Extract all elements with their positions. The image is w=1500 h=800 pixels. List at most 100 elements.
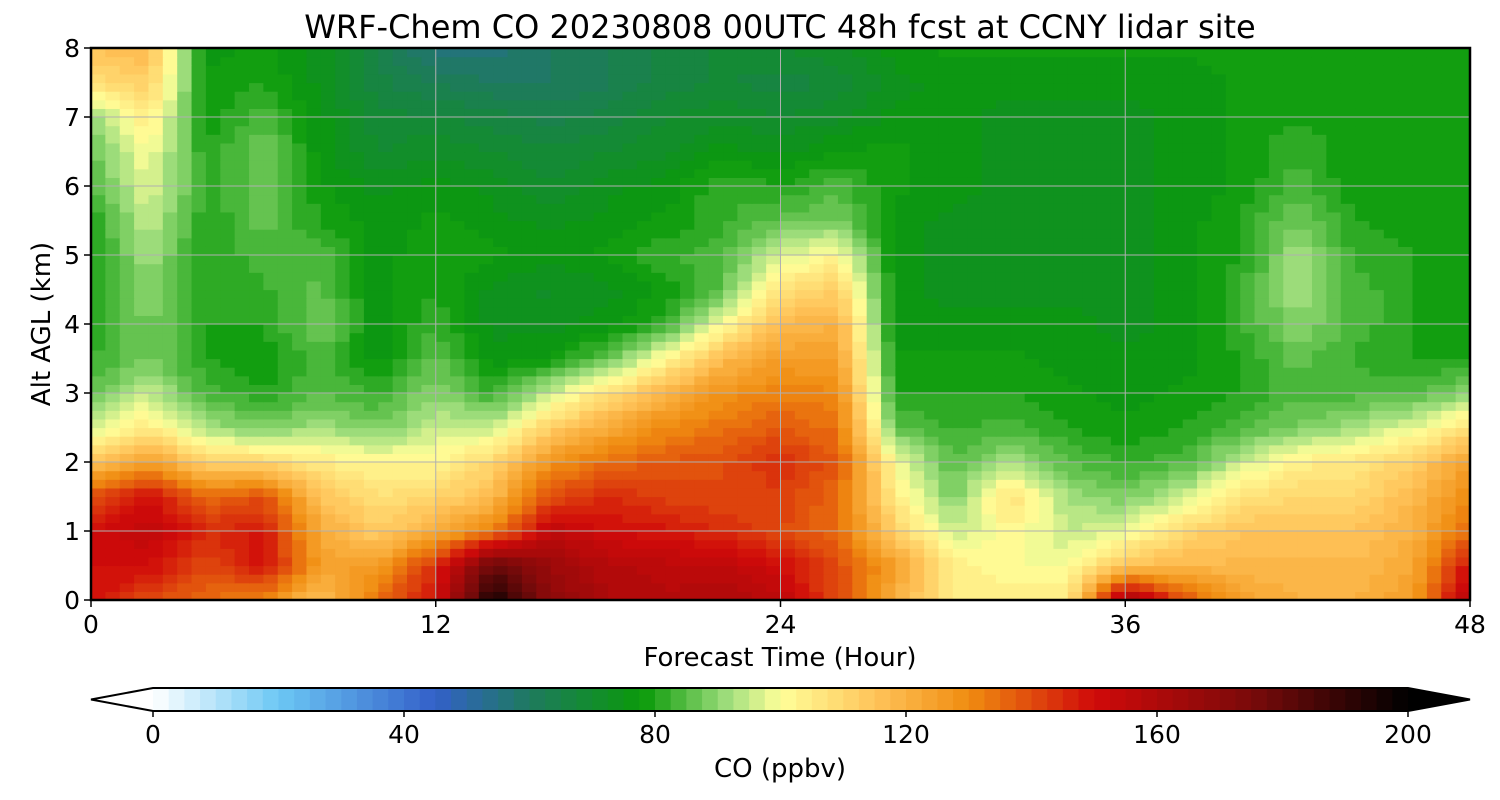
heatmap-cell xyxy=(723,418,738,429)
heatmap-cell xyxy=(967,151,983,161)
heatmap-cell xyxy=(234,306,250,316)
heatmap-cell xyxy=(1383,263,1399,273)
heatmap-cell xyxy=(1297,453,1313,463)
heatmap-cell xyxy=(1225,315,1241,325)
heatmap-cell xyxy=(263,237,279,247)
heatmap-cell xyxy=(608,341,624,351)
heatmap-cell xyxy=(608,393,624,403)
heatmap-cell xyxy=(349,272,365,282)
heatmap-cell xyxy=(134,513,150,523)
heatmap-cell xyxy=(636,548,652,558)
heatmap-cell xyxy=(263,453,279,463)
heatmap-cell xyxy=(148,496,164,506)
heatmap-cell xyxy=(220,565,236,575)
heatmap-cell xyxy=(593,487,609,498)
heatmap-cell xyxy=(608,237,624,247)
heatmap-cell xyxy=(1168,211,1184,222)
heatmap-cell xyxy=(1082,289,1098,299)
heatmap-cell xyxy=(162,401,178,411)
heatmap-cell xyxy=(924,255,940,265)
heatmap-cell xyxy=(521,358,537,368)
heatmap-cell xyxy=(521,470,537,480)
heatmap-cell xyxy=(91,142,106,153)
heatmap-cell xyxy=(866,289,882,299)
heatmap-cell xyxy=(1039,531,1055,541)
heatmap-cell xyxy=(852,358,868,368)
heatmap-cell xyxy=(134,470,150,480)
heatmap-cell xyxy=(435,332,451,342)
heatmap-cell xyxy=(421,393,437,403)
heatmap-cell xyxy=(665,505,681,515)
heatmap-cell xyxy=(1211,556,1227,567)
heatmap-cell xyxy=(881,574,897,584)
heatmap-cell xyxy=(177,160,193,170)
heatmap-cell xyxy=(119,151,135,161)
heatmap-cell xyxy=(981,341,997,351)
heatmap-cell xyxy=(392,487,408,498)
heatmap-cell xyxy=(292,255,308,265)
heatmap-cell xyxy=(780,289,796,299)
heatmap-cell xyxy=(1355,401,1371,411)
heatmap-cell xyxy=(1010,462,1026,472)
heatmap-cell xyxy=(679,444,695,454)
heatmap-cell xyxy=(220,263,236,273)
heatmap-cell xyxy=(837,453,853,463)
heatmap-cell xyxy=(363,289,379,299)
heatmap-cell xyxy=(536,298,552,308)
heatmap-cell xyxy=(119,565,135,575)
heatmap-cell xyxy=(292,591,308,600)
heatmap-cell xyxy=(277,393,293,403)
heatmap-cell xyxy=(981,470,997,480)
heatmap-cell xyxy=(507,574,523,584)
heatmap-cell xyxy=(205,229,221,239)
heatmap-cell xyxy=(708,177,724,187)
heatmap-cell xyxy=(550,522,566,532)
heatmap-cell xyxy=(881,160,897,170)
heatmap-cell xyxy=(105,237,121,247)
heatmap-cell xyxy=(579,246,595,256)
heatmap-cell xyxy=(809,574,825,584)
heatmap-cell xyxy=(1096,289,1112,299)
heatmap-cell xyxy=(1240,263,1256,273)
heatmap-cell xyxy=(493,367,509,377)
heatmap-cell xyxy=(1153,246,1169,256)
heatmap-cell xyxy=(1240,393,1256,403)
heatmap-cell xyxy=(1326,384,1342,394)
heatmap-cell xyxy=(1197,410,1213,420)
heatmap-cell xyxy=(1340,367,1356,377)
heatmap-cell xyxy=(1383,246,1399,256)
heatmap-cell xyxy=(852,203,868,213)
heatmap-cell xyxy=(148,367,164,377)
heatmap-cell xyxy=(421,418,437,429)
heatmap-cell xyxy=(1355,237,1371,247)
heatmap-cell xyxy=(1369,539,1385,549)
heatmap-cell xyxy=(435,367,451,377)
heatmap-cell xyxy=(952,367,968,377)
heatmap-cell xyxy=(1139,332,1155,342)
heatmap-cell xyxy=(1139,418,1155,429)
heatmap-cell xyxy=(1039,453,1055,463)
heatmap-cell xyxy=(1053,401,1069,411)
heatmap-cell xyxy=(493,324,509,334)
heatmap-cell xyxy=(493,436,509,446)
heatmap-cell xyxy=(1053,229,1069,239)
heatmap-cell xyxy=(507,470,523,480)
heatmap-cell xyxy=(995,186,1011,196)
heatmap-cell xyxy=(1268,470,1284,480)
heatmap-cell xyxy=(967,410,983,420)
heatmap-cell xyxy=(435,582,451,592)
heatmap-cell xyxy=(550,332,566,342)
heatmap-cell xyxy=(967,548,983,558)
heatmap-cell xyxy=(507,246,523,256)
heatmap-cell xyxy=(177,177,193,187)
heatmap-cell xyxy=(1039,522,1055,532)
heatmap-cell xyxy=(105,531,121,541)
heatmap-cell xyxy=(1326,453,1342,463)
heatmap-cell xyxy=(881,487,897,498)
heatmap-cell xyxy=(550,203,566,213)
heatmap-cell xyxy=(981,574,997,584)
heatmap-cell xyxy=(1369,168,1385,178)
heatmap-cell xyxy=(751,393,767,403)
heatmap-cell xyxy=(1369,427,1385,437)
heatmap-cell xyxy=(1355,246,1371,256)
